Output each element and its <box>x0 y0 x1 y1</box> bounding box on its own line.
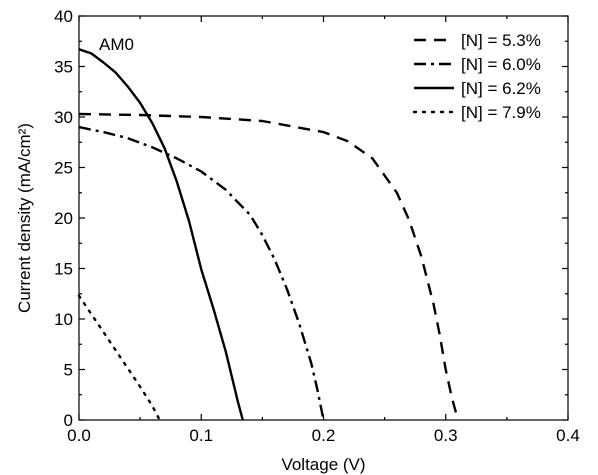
series-line-n-5-3 <box>78 112 460 421</box>
y-axis-label: Current density (mA/cm²) <box>15 123 34 313</box>
y-tick-label: 35 <box>54 58 73 77</box>
series-line-n-6-2 <box>78 48 244 421</box>
x-axis: 0.0 0.1 0.2 0.3 0.4 <box>67 16 580 445</box>
legend-label-n-6-2: [N] = 6.2% <box>461 79 541 98</box>
y-axis: 0 5 10 15 20 25 30 35 40 <box>54 7 568 430</box>
y-tick-label: 40 <box>54 7 73 26</box>
y-tick-label: 0 <box>64 411 73 430</box>
series-line-n-7-9 <box>77 294 161 422</box>
y-tick-label: 10 <box>54 310 73 329</box>
series-line-n-6-0 <box>78 125 325 421</box>
legend-label-n-6-0: [N] = 6.0% <box>461 55 541 74</box>
legend-label-n-5-3: [N] = 5.3% <box>461 31 541 50</box>
x-tick-label: 0.3 <box>434 426 458 445</box>
y-tick-label: 15 <box>54 260 73 279</box>
plot-frame <box>78 15 569 421</box>
x-tick-label: 0.0 <box>67 426 91 445</box>
x-axis-label: Voltage (V) <box>281 455 365 474</box>
y-tick-label: 30 <box>54 108 73 127</box>
x-tick-label: 0.2 <box>312 426 336 445</box>
y-tick-label: 20 <box>54 209 73 228</box>
y-tick-label: 25 <box>54 159 73 178</box>
plot-lines <box>77 48 460 422</box>
y-tick-label: 5 <box>64 361 73 380</box>
annotation-am0: AM0 <box>99 35 134 54</box>
x-tick-label: 0.4 <box>556 426 580 445</box>
legend: [N] = 5.3% [N] = 6.0% [N] = 6.2% [N] = 7.9% <box>412 31 541 122</box>
legend-label-n-7-9: [N] = 7.9% <box>461 103 541 122</box>
x-tick-label: 0.1 <box>189 426 213 445</box>
